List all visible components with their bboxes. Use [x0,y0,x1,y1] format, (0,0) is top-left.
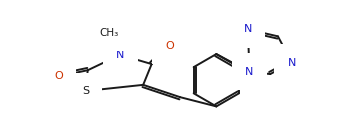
Text: O: O [54,71,63,81]
Text: S: S [82,86,89,96]
Text: CH₃: CH₃ [99,28,118,38]
Text: N: N [116,50,124,60]
Text: N: N [288,58,296,67]
Text: N: N [244,24,252,34]
Text: N: N [245,67,253,77]
Text: O: O [166,41,174,51]
